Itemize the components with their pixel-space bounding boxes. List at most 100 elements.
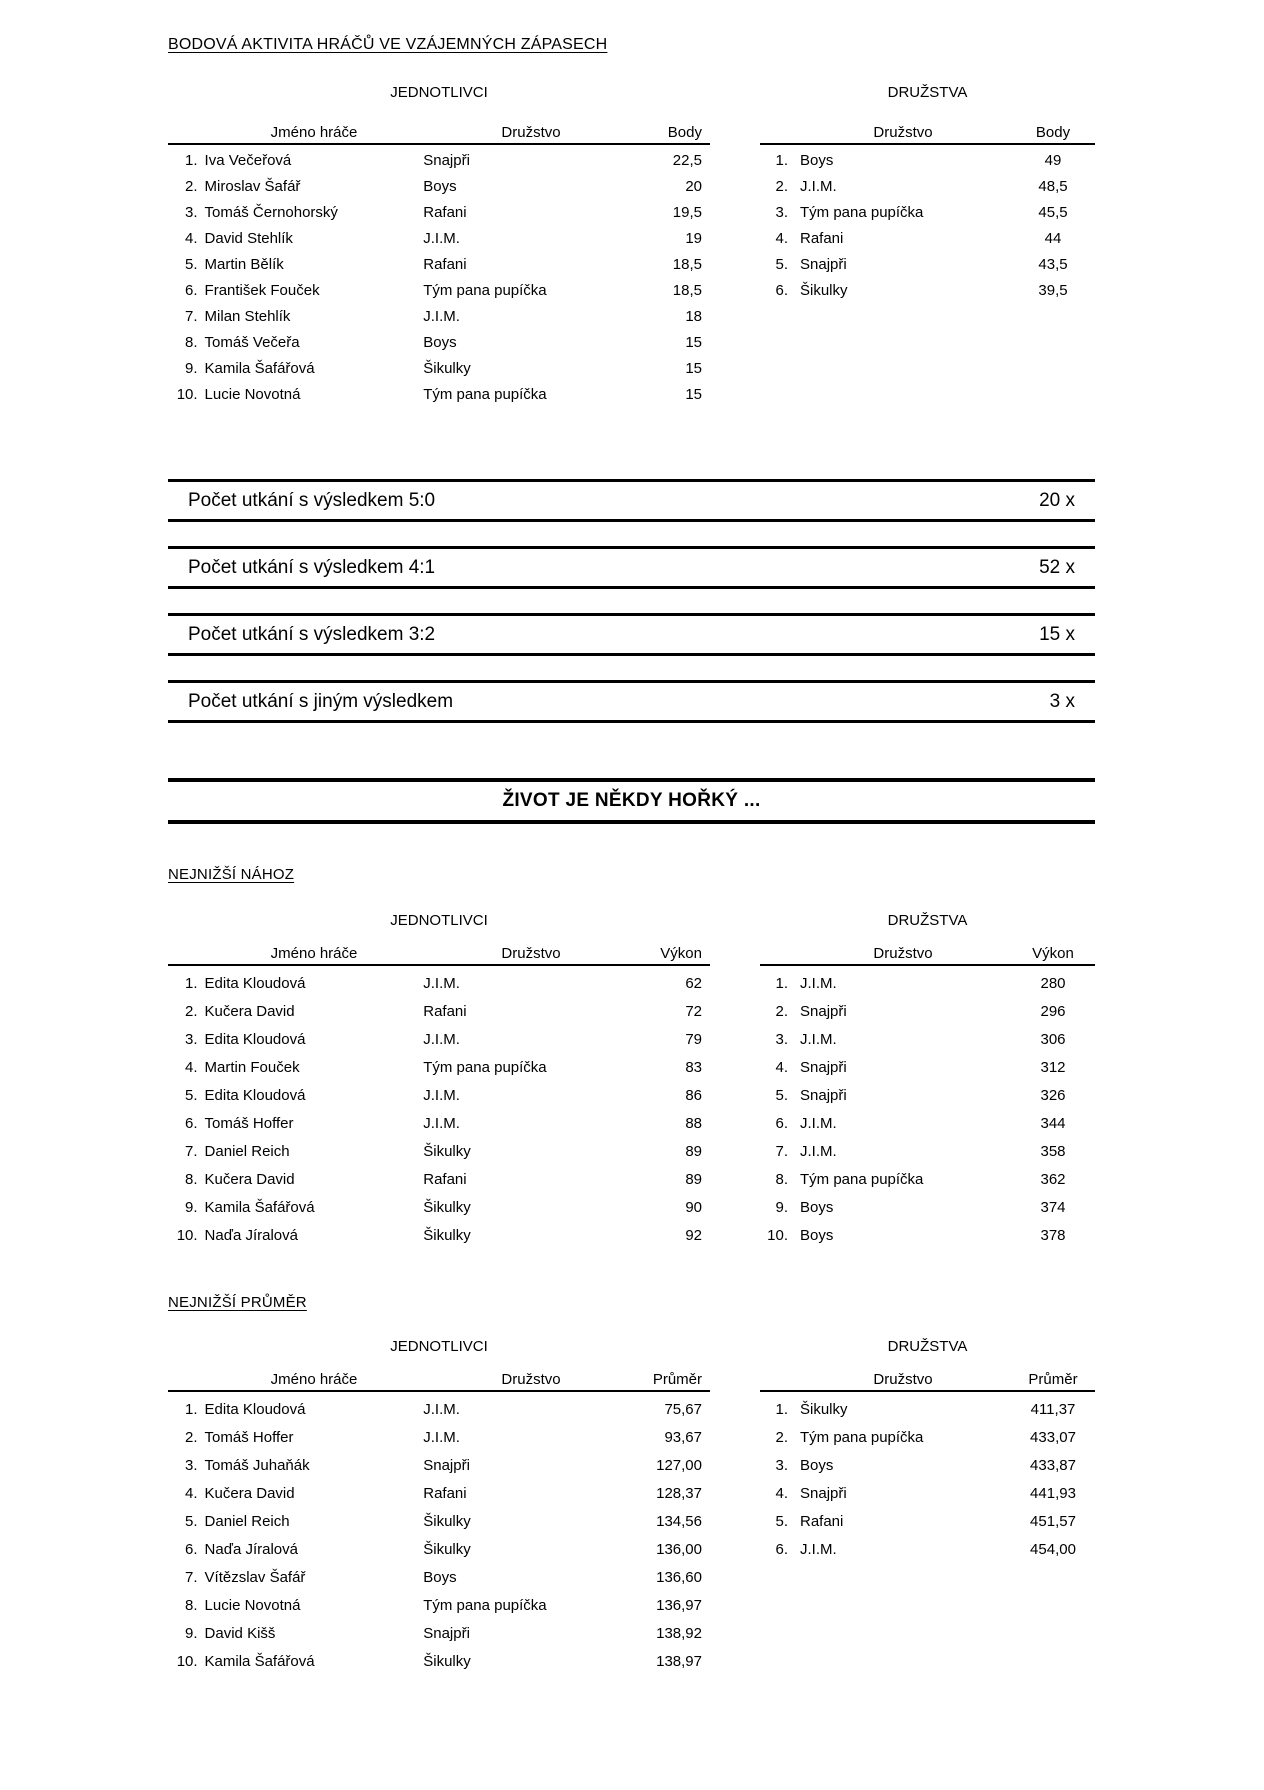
table-body: 1. Edita Kloudová J.I.M. 75,67 2. Tomáš …	[168, 1396, 710, 1676]
table-header-row: Jméno hráče Družstvo Průměr	[168, 1371, 710, 1392]
row-value: 89	[685, 1143, 702, 1160]
table-row: 4. Martin Fouček Tým pana pupíčka 83	[168, 1054, 710, 1082]
team-name: Šikulky	[423, 1199, 471, 1216]
row-value: 433,87	[1030, 1457, 1076, 1474]
row-value: 344	[1040, 1115, 1066, 1132]
summary-label: Počet utkání s výsledkem 5:0	[188, 489, 436, 511]
table-row: 6. Naďa Jíralová Šikulky 136,00	[168, 1536, 710, 1564]
points-individuals-table: Jméno hráče Družstvo Body 1. Iva Večeřov…	[168, 124, 710, 408]
row-rank: 1.	[185, 975, 198, 992]
table-row: 1. Boys 49	[760, 148, 1095, 174]
team-name: Tým pana pupíčka	[800, 204, 924, 221]
summary-box-3-2: Počet utkání s výsledkem 3:2 15 x	[168, 613, 1095, 656]
row-value: 19,5	[672, 204, 702, 221]
summary-value: 15 x	[1039, 623, 1075, 645]
table-body: 1. Iva Večeřová Snajpři 22,5 2. Miroslav…	[168, 148, 710, 408]
table-row: 6. J.I.M. 344	[760, 1110, 1095, 1138]
row-rank: 10.	[767, 1227, 788, 1244]
row-rank: 9.	[185, 1199, 198, 1216]
row-value: 75,67	[664, 1401, 702, 1418]
table-body: 1. Boys 49 2. J.I.M. 48,5 3.	[760, 148, 1095, 304]
player-name: Vítězslav Šafář	[204, 1569, 306, 1586]
row-rank: 7.	[185, 1569, 198, 1586]
table-row: 1. J.I.M. 280	[760, 970, 1095, 998]
player-name: Tomáš Hoffer	[204, 1115, 294, 1132]
row-rank: 8.	[775, 1171, 788, 1188]
row-value: 15	[685, 360, 702, 377]
team-name: Snajpři	[423, 152, 470, 169]
table-row: 7. Milan Stehlík J.I.M. 18	[168, 304, 710, 330]
row-rank: 7.	[185, 1143, 198, 1160]
team-name: Snajpři	[423, 1625, 470, 1642]
team-name: J.I.M.	[423, 1087, 460, 1104]
row-rank: 5.	[775, 256, 788, 273]
team-column-header: Družstvo	[501, 945, 561, 962]
value-column-header: Průměr	[652, 1371, 702, 1388]
group-headings: JEDNOTLIVCI DRUŽSTVA	[168, 912, 1095, 930]
team-column-header: Družstvo	[501, 1371, 561, 1388]
table-row: 2. J.I.M. 48,5	[760, 174, 1095, 200]
team-name: J.I.M.	[423, 975, 460, 992]
team-name: Rafani	[423, 256, 467, 273]
team-name: Snajpři	[800, 1003, 847, 1020]
row-rank: 1.	[185, 1401, 198, 1418]
row-value: 62	[685, 975, 702, 992]
player-name: Daniel Reich	[204, 1143, 290, 1160]
row-rank: 6.	[775, 282, 788, 299]
row-value: 136,60	[656, 1569, 702, 1586]
team-column-header: Družstvo	[873, 1371, 933, 1388]
row-value: 92	[685, 1227, 702, 1244]
player-name: Kamila Šafářová	[204, 1653, 315, 1670]
row-value: 45,5	[1038, 204, 1068, 221]
team-name: J.I.M.	[423, 1031, 460, 1048]
player-name: David Kišš	[204, 1625, 276, 1642]
name-column-header: Jméno hráče	[270, 945, 358, 962]
row-value: 312	[1040, 1059, 1066, 1076]
player-name: Kamila Šafářová	[204, 1199, 315, 1216]
table-header-row: Jméno hráče Družstvo Výkon	[168, 945, 710, 966]
summary-value: 3 x	[1049, 690, 1075, 712]
row-rank: 2.	[775, 1003, 788, 1020]
row-rank: 4.	[185, 1485, 198, 1502]
table-row: 10. Boys 378	[760, 1222, 1095, 1250]
table-row: 3. Tomáš Juhaňák Snajpři 127,00	[168, 1452, 710, 1480]
table-row: 10. Naďa Jíralová Šikulky 92	[168, 1222, 710, 1250]
summary-value: 52 x	[1039, 556, 1075, 578]
row-rank: 8.	[185, 334, 198, 351]
row-rank: 6.	[775, 1541, 788, 1558]
section-prumer-heading: NEJNIŽŠÍ PRŮMĚR	[168, 1294, 307, 1311]
row-value: 296	[1040, 1003, 1066, 1020]
table-row: 8. Tým pana pupíčka 362	[760, 1166, 1095, 1194]
table-row: 6. František Fouček Tým pana pupíčka 18,…	[168, 278, 710, 304]
player-name: Kučera David	[204, 1485, 295, 1502]
nahoz-teams-table: Družstvo Výkon 1. J.I.M. 280 2.	[760, 945, 1095, 1250]
row-rank: 4.	[185, 1059, 198, 1076]
table-row: 2. Miroslav Šafář Boys 20	[168, 174, 710, 200]
row-value: 128,37	[656, 1485, 702, 1502]
row-value: 358	[1040, 1143, 1066, 1160]
table-header-row: Družstvo Průměr	[760, 1371, 1095, 1392]
value-column-header: Body	[1035, 124, 1071, 141]
team-name: Boys	[800, 1457, 834, 1474]
teams-heading: DRUŽSTVA	[887, 84, 968, 101]
team-name: Boys	[800, 1199, 834, 1216]
table-row: 9. Boys 374	[760, 1194, 1095, 1222]
row-rank: 3.	[185, 1457, 198, 1474]
player-name: Tomáš Juhaňák	[204, 1457, 310, 1474]
team-name: J.I.M.	[800, 178, 837, 195]
summary-box-5-0: Počet utkání s výsledkem 5:0 20 x	[168, 479, 1095, 522]
points-teams-table: Družstvo Body 1. Boys 49 2. J.I.	[760, 124, 1095, 408]
row-rank: 5.	[185, 256, 198, 273]
team-name: Rafani	[423, 204, 467, 221]
team-name: Šikulky	[800, 1401, 848, 1418]
table-row: 5. Rafani 451,57	[760, 1508, 1095, 1536]
table-row: 8. Lucie Novotná Tým pana pupíčka 136,97	[168, 1592, 710, 1620]
summary-label: Počet utkání s výsledkem 4:1	[188, 556, 436, 578]
player-name: Naďa Jíralová	[204, 1227, 298, 1244]
team-name: Šikulky	[423, 1513, 471, 1530]
summary-label: Počet utkání s jiným výsledkem	[188, 690, 454, 712]
table-row: 7. Daniel Reich Šikulky 89	[168, 1138, 710, 1166]
row-rank: 1.	[775, 152, 788, 169]
row-rank: 9.	[185, 360, 198, 377]
teams-heading: DRUŽSTVA	[887, 912, 968, 929]
